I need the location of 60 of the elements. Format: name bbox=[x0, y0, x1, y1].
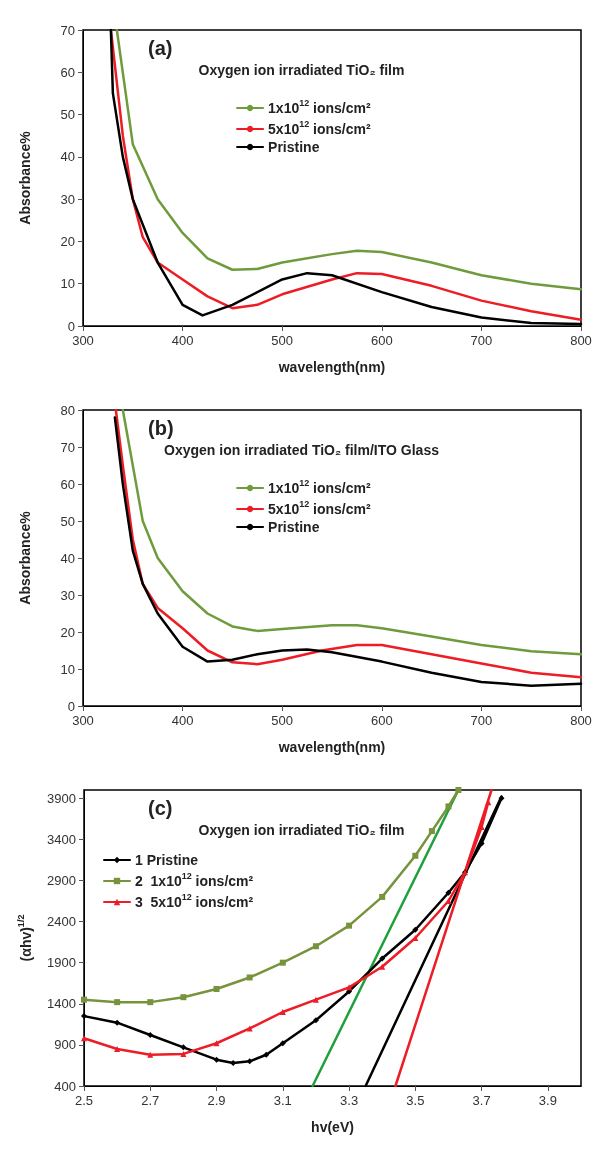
x-tick-label: 800 bbox=[570, 713, 592, 728]
y-tick-label: 0 bbox=[67, 698, 75, 714]
y-axis-title: (αhv)1/2 bbox=[15, 914, 34, 962]
y-tick-label: 10 bbox=[60, 276, 75, 292]
y-tick-label: 70 bbox=[60, 22, 75, 38]
annotation: (c) bbox=[148, 797, 173, 819]
x-tick-label: 300 bbox=[72, 713, 94, 728]
x-tick-label: 500 bbox=[271, 713, 294, 728]
x-tick-label: 600 bbox=[370, 713, 393, 728]
y-tick-label: 10 bbox=[60, 661, 75, 677]
x-tick-label: 3.5 bbox=[406, 1093, 425, 1108]
y-tick-label: 2400 bbox=[47, 914, 76, 930]
y-tick-label: 20 bbox=[60, 233, 75, 249]
x-tick-label: 600 bbox=[370, 333, 393, 348]
y-tick-label: 400 bbox=[54, 1078, 76, 1094]
x-axis-title: hv(eV) bbox=[311, 1119, 354, 1135]
y-tick-label: 50 bbox=[60, 107, 75, 123]
y-tick-label: 1900 bbox=[47, 955, 76, 971]
y-tick-label: 900 bbox=[54, 1037, 76, 1053]
y-axis-title: Absorbance% bbox=[17, 510, 33, 605]
y-tick-label: 2900 bbox=[47, 872, 76, 888]
x-axis-title: wavelength(nm) bbox=[277, 739, 386, 755]
x-tick-label: 300 bbox=[72, 333, 94, 348]
x-tick-label: 400 bbox=[171, 333, 194, 348]
x-tick-label: 2.5 bbox=[74, 1093, 94, 1108]
x-tick-label: 500 bbox=[271, 333, 294, 348]
x-tick-label: 3.1 bbox=[273, 1093, 292, 1108]
y-tick-label: 1400 bbox=[47, 996, 76, 1012]
x-axis-title: wavelength(nm) bbox=[277, 359, 386, 375]
y-tick-label: 50 bbox=[60, 513, 75, 529]
y-tick-label: 60 bbox=[60, 64, 75, 80]
y-tick-label: 80 bbox=[60, 402, 75, 418]
x-tick-label: 400 bbox=[171, 713, 194, 728]
x-tick-label: 3.7 bbox=[472, 1093, 491, 1108]
text: Oxygen ion irradiated TiO₂ film bbox=[198, 62, 405, 78]
x-tick-label: 800 bbox=[570, 333, 592, 348]
legend-label: Pristine bbox=[268, 519, 320, 535]
annotation: (a) bbox=[148, 37, 173, 59]
x-tick-label: 2.7 bbox=[141, 1093, 160, 1108]
y-tick-label: 3900 bbox=[47, 790, 76, 806]
x-tick-label: 700 bbox=[470, 333, 493, 348]
text: Oxygen ion irradiated TiO₂ film/ITO Glass bbox=[164, 442, 440, 458]
legend-label: Pristine bbox=[268, 139, 320, 155]
y-tick-label: 30 bbox=[60, 191, 75, 207]
y-tick-label: 70 bbox=[60, 439, 75, 455]
x-tick-label: 2.9 bbox=[207, 1093, 226, 1108]
x-tick-label: 3.9 bbox=[538, 1093, 557, 1108]
y-tick-label: 3400 bbox=[47, 831, 76, 847]
y-axis-title: Absorbance% bbox=[17, 130, 33, 225]
annotation: (b) bbox=[148, 417, 174, 439]
y-tick-label: 40 bbox=[60, 550, 75, 566]
y-tick-label: 60 bbox=[60, 476, 75, 492]
y-tick-label: 30 bbox=[60, 587, 75, 603]
y-tick-label: 40 bbox=[60, 149, 75, 165]
x-tick-label: 3.3 bbox=[340, 1093, 359, 1108]
y-tick-label: 20 bbox=[60, 624, 75, 640]
x-tick-label: 700 bbox=[470, 713, 493, 728]
text: Oxygen ion irradiated TiO₂ film bbox=[198, 822, 405, 838]
legend-label: 1 Pristine bbox=[135, 852, 199, 868]
y-tick-label: 0 bbox=[67, 318, 75, 334]
